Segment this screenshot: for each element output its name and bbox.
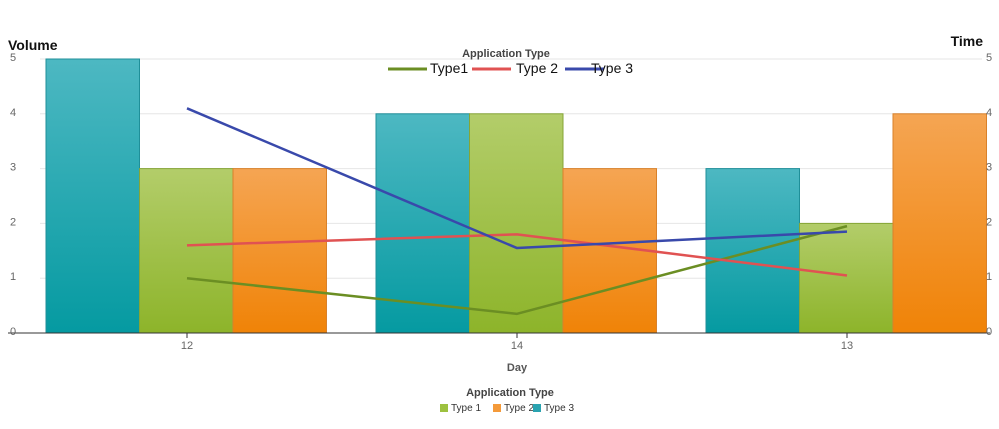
y-right-axis-title: Time <box>951 33 984 49</box>
legend-bottom: Application Type Type 1 Type 2 Type 3 <box>440 387 574 414</box>
y-left-tick-label: 3 <box>10 162 16 174</box>
legend-top-label: Type 2 <box>516 60 558 76</box>
x-tick-label: 14 <box>511 340 523 352</box>
y-right-tick-label: 4 <box>986 107 992 119</box>
x-tick-label: 13 <box>841 340 853 352</box>
legend-top-label: Type1 <box>430 60 468 76</box>
series-lines <box>186 107 848 316</box>
legend-bottom-label: Type 2 <box>504 403 534 414</box>
y-right-tick-label: 5 <box>986 52 992 64</box>
line-type1 <box>186 224 848 316</box>
y-right-tick-label: 3 <box>986 162 992 174</box>
x-axis-title: Day <box>507 362 528 374</box>
bar-type-3-12 <box>45 58 140 334</box>
bar-type-1-13 <box>799 222 894 334</box>
y-right-tick-label: 0 <box>986 326 992 338</box>
x-ticks: 12 14 13 <box>181 333 853 352</box>
y-left-tick-label: 4 <box>10 107 16 119</box>
y-left-tick-label: 0 <box>10 326 16 338</box>
line-type-2 <box>186 233 848 277</box>
legend-top-title: Application Type <box>462 48 550 60</box>
x-tick-label: 12 <box>181 340 193 352</box>
line-type-3 <box>186 107 848 250</box>
y-left-tick-label: 2 <box>10 216 16 228</box>
legend-bottom-title: Application Type <box>466 387 554 399</box>
y-right-ticks: 0 1 2 3 4 5 <box>986 52 992 338</box>
bar-type-2-12 <box>232 168 327 334</box>
y-right-tick-label: 2 <box>986 216 992 228</box>
bars <box>45 58 987 334</box>
bar-type-1-12 <box>139 168 234 334</box>
y-left-axis-title: Volume <box>8 37 58 53</box>
legend-top: Application Type Type1 Type 2 Type 3 <box>388 48 633 76</box>
bar-type-2-13 <box>892 113 987 334</box>
bar-type-3-14 <box>375 113 470 334</box>
y-right-tick-label: 1 <box>986 271 992 283</box>
bar-type-1-14 <box>469 113 564 334</box>
legend-bottom-label: Type 3 <box>544 403 574 414</box>
y-left-ticks: 0 1 2 3 4 5 <box>10 52 16 338</box>
legend-bottom-swatch <box>493 404 501 412</box>
y-left-tick-label: 5 <box>10 52 16 64</box>
legend-top-label: Type 3 <box>591 60 633 76</box>
legend-bottom-label: Type 1 <box>451 403 481 414</box>
y-left-tick-label: 1 <box>10 271 16 283</box>
legend-bottom-swatch <box>533 404 541 412</box>
legend-bottom-swatch <box>440 404 448 412</box>
